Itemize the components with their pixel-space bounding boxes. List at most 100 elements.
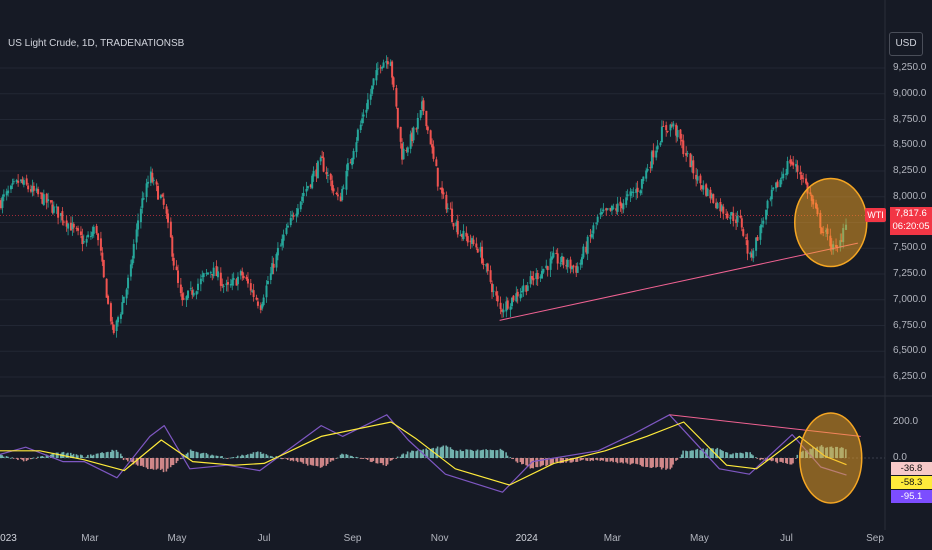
price-tick-label: 9,000.0 <box>893 87 927 99</box>
candle-body <box>640 179 643 189</box>
candle-body <box>739 215 742 218</box>
candle-body <box>399 126 402 142</box>
hist-value-tag: -95.1 <box>891 490 932 503</box>
price-tick-label: 6,750.0 <box>893 319 927 331</box>
candle-body <box>699 175 702 184</box>
candle-body <box>596 216 599 223</box>
hist-bar <box>519 458 522 463</box>
candle-body <box>402 148 405 160</box>
candle-body <box>795 164 798 167</box>
hist-bar <box>650 458 653 469</box>
hist-bar <box>31 457 34 459</box>
candle-body <box>205 272 208 274</box>
hist-bar <box>201 453 203 458</box>
price-tick-label: 6,250.0 <box>893 371 927 382</box>
candle-body <box>121 302 124 315</box>
candle-body <box>682 140 685 155</box>
candle-body <box>466 236 469 243</box>
hist-bar <box>546 458 549 466</box>
hist-bar <box>27 458 29 460</box>
hist-bar <box>670 458 673 468</box>
hist-bar <box>452 449 455 458</box>
candle-body <box>475 243 478 248</box>
hist-bar <box>97 453 99 458</box>
candle-body <box>635 189 638 193</box>
hist-bar <box>421 450 423 458</box>
candle-body <box>449 208 452 210</box>
candle-body <box>231 279 234 286</box>
candle-body <box>325 172 328 175</box>
candle-body <box>141 198 144 208</box>
candle-body <box>215 265 218 277</box>
candle-body <box>102 259 105 278</box>
hist-bar <box>442 445 445 458</box>
candle-body <box>15 179 18 182</box>
candle-body <box>525 285 528 292</box>
candle-body <box>451 208 454 222</box>
hist-bar <box>682 450 684 458</box>
candle-body <box>132 244 135 259</box>
time-tick-label: 2023 <box>0 533 17 544</box>
indicator-lines <box>0 414 847 493</box>
candle-body <box>776 181 779 188</box>
price-tick-label: 8,000.0 <box>893 190 927 202</box>
hist-bar <box>382 458 385 466</box>
hist-bar <box>752 455 754 458</box>
candle-body <box>236 276 239 285</box>
hist-bar <box>665 458 667 470</box>
time-tick-label: Sep <box>343 533 362 544</box>
candle-body <box>285 227 288 234</box>
hist-bar <box>81 455 83 458</box>
candle-body <box>109 303 112 322</box>
hist-bar <box>369 458 372 462</box>
hist-bar <box>375 458 378 464</box>
hist-bar <box>315 458 318 466</box>
hist-bar <box>246 454 249 458</box>
candle-body <box>385 61 388 63</box>
time-tick-label: Jul <box>257 533 271 544</box>
candle-body <box>321 156 324 158</box>
candle-body <box>115 320 118 332</box>
candle-body <box>706 188 709 196</box>
candle-body <box>650 151 653 169</box>
candle-body <box>805 178 808 184</box>
candle-body <box>2 194 5 197</box>
hist-bar <box>411 450 413 458</box>
price-tick-label: 8,250.0 <box>893 165 927 176</box>
candle-body <box>426 126 429 131</box>
hist-bar <box>189 449 192 458</box>
hist-bar <box>549 458 552 465</box>
candle-body <box>546 266 549 271</box>
hist-bar <box>659 458 662 468</box>
hist-bar <box>107 451 109 458</box>
currency-button[interactable]: USD <box>889 32 923 56</box>
hist-bar <box>646 458 649 468</box>
candle-body <box>715 202 718 208</box>
candle-body <box>549 258 552 270</box>
candle-body <box>91 231 94 237</box>
candle-body <box>11 183 14 185</box>
hist-bar <box>626 458 629 464</box>
candle-body <box>185 296 188 301</box>
candle-body <box>592 225 595 234</box>
candle-body <box>422 100 425 112</box>
hist-bar <box>612 458 614 463</box>
candle-body <box>351 158 354 166</box>
hist-bar <box>526 458 529 467</box>
candle-body <box>169 221 172 238</box>
candle-body <box>419 109 422 118</box>
candle-body <box>696 176 699 181</box>
candle-body <box>626 194 629 197</box>
hist-bar <box>780 458 783 462</box>
osc-tick-label: 200.0 <box>893 416 919 427</box>
hist-bar <box>366 458 369 460</box>
hist-bar <box>402 453 405 458</box>
candle-body <box>521 290 524 293</box>
time-tick-label: Mar <box>81 533 99 544</box>
candle-body <box>21 179 24 184</box>
hist-bar <box>596 458 599 461</box>
hist-bar <box>101 452 103 458</box>
candle-body <box>275 254 278 268</box>
candle-body <box>339 196 342 202</box>
